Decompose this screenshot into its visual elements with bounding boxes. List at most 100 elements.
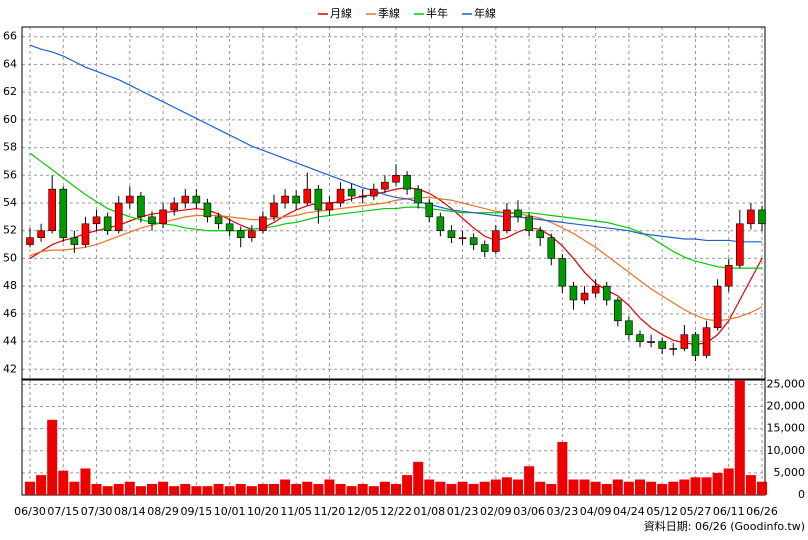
candle-body <box>59 188 68 238</box>
volume-tick-label: 5,000 <box>774 466 806 479</box>
candle-body <box>436 216 445 232</box>
candle-body <box>203 202 212 218</box>
candle-body <box>614 299 622 322</box>
legend-label: 月線 <box>330 6 352 20</box>
y-tick-label: 62 <box>3 85 17 98</box>
candle-body <box>758 209 766 225</box>
volume-bar <box>402 475 413 495</box>
volume-bar <box>169 486 180 495</box>
volume-bar <box>357 483 368 495</box>
candle-body <box>126 195 134 204</box>
candle-body <box>336 188 345 204</box>
candle-body <box>303 188 312 204</box>
x-tick-label: 07/30 <box>81 505 113 518</box>
volume-bar <box>446 483 457 495</box>
volume-bar <box>113 483 124 495</box>
x-tick-label: 05/12 <box>646 505 678 518</box>
volume-bar <box>734 380 745 495</box>
volume-bar <box>80 468 91 495</box>
y-tick-label: 46 <box>3 307 17 320</box>
x-tick-label: 06/30 <box>14 505 46 518</box>
volume-bar <box>635 479 645 495</box>
candle-body <box>724 265 733 287</box>
volume-bar <box>213 483 224 495</box>
candle-body <box>591 285 600 294</box>
candle-body <box>281 195 289 204</box>
candle-body <box>70 237 79 245</box>
x-tick-label: 02/09 <box>480 505 512 518</box>
candle-body <box>658 341 666 349</box>
legend-label: 季線 <box>378 6 400 20</box>
volume-bar <box>102 486 113 495</box>
volume-bar <box>413 461 424 495</box>
candle-body <box>292 195 300 204</box>
volume-bar <box>124 481 135 495</box>
legend-label: 年線 <box>474 6 496 20</box>
volume-bar <box>479 481 490 495</box>
volume-bar <box>58 470 69 495</box>
volume-bar <box>745 475 756 495</box>
x-tick-label: 06/26 <box>746 505 778 518</box>
x-tick-label: 12/22 <box>380 505 412 518</box>
volume-bar <box>368 486 379 495</box>
volume-bar <box>490 479 501 495</box>
y-tick-label: 44 <box>3 335 17 348</box>
volume-bar <box>557 441 568 495</box>
candle-body <box>480 244 489 252</box>
volume-bar <box>291 483 302 495</box>
y-tick-label: 58 <box>3 141 17 154</box>
volume-bar <box>36 475 47 495</box>
volume-bar <box>468 483 479 495</box>
candle-body <box>370 188 378 197</box>
candle-body <box>103 216 112 232</box>
volume-bar <box>269 483 279 495</box>
candle-body <box>347 188 356 197</box>
x-tick-label: 03/23 <box>547 505 579 518</box>
x-tick-label: 10/01 <box>214 505 246 518</box>
candle-body <box>170 202 178 211</box>
x-tick-label: 01/23 <box>447 505 479 518</box>
candle-body <box>325 202 334 211</box>
volume-bar <box>568 479 579 495</box>
candle-body <box>225 223 234 232</box>
volume-bar <box>646 481 657 495</box>
y-tick-label: 60 <box>3 113 17 126</box>
volume-bar <box>457 481 468 495</box>
volume-bar <box>501 477 512 495</box>
volume-tick-label: 15,000 <box>767 422 806 435</box>
candle-body <box>547 237 556 259</box>
candle-body <box>458 237 467 239</box>
volume-bar <box>191 486 202 495</box>
y-tick-label: 66 <box>3 30 17 43</box>
volume-bar <box>313 483 324 495</box>
candle-body <box>137 195 145 218</box>
candle-body <box>525 216 533 232</box>
volume-bar <box>657 483 668 495</box>
volume-tick-label: 0 <box>798 488 805 501</box>
y-tick-label: 48 <box>3 279 17 292</box>
x-tick-label: 06/11 <box>713 505 745 518</box>
volume-bar <box>302 481 313 495</box>
volume-bar <box>147 483 157 495</box>
candle-body <box>625 320 633 335</box>
volume-bar <box>346 486 357 495</box>
candle-body <box>691 334 700 356</box>
x-tick-label: 03/06 <box>513 505 545 518</box>
candle-body <box>192 195 201 204</box>
volume-bar <box>69 481 80 495</box>
candle-body <box>536 230 544 238</box>
volume-bar <box>623 481 634 495</box>
candle-body <box>381 181 389 190</box>
candle-body <box>248 230 256 238</box>
y-tick-label: 52 <box>3 224 17 237</box>
candle-body <box>414 188 422 204</box>
candle-body <box>425 202 434 218</box>
candle-body <box>114 202 123 232</box>
volume-bar <box>25 481 35 495</box>
volume-bar <box>235 483 246 495</box>
x-tick-label: 09/15 <box>181 505 213 518</box>
candle-body <box>602 285 611 301</box>
y-tick-label: 54 <box>3 196 17 209</box>
volume-bar <box>424 479 435 495</box>
